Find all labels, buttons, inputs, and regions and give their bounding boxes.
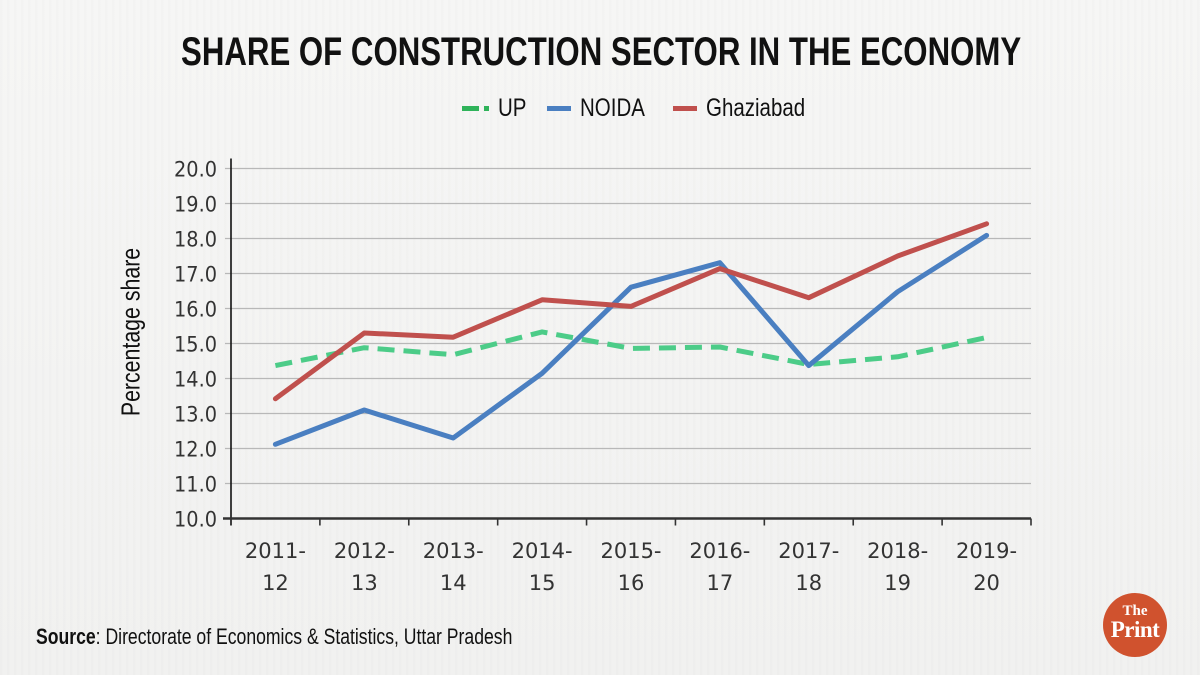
x-tick-label: 12 <box>262 571 289 595</box>
y-tick-label: 15.0 <box>174 332 217 357</box>
x-tick-label: 2014- <box>512 539 573 563</box>
legend-item-up: UP <box>462 94 533 123</box>
x-tick-label: 2011- <box>245 539 306 563</box>
series-line-up <box>274 329 988 369</box>
x-tick-label: 18 <box>795 571 822 595</box>
x-tick-label: 15 <box>529 571 556 595</box>
series-line-noida <box>272 232 990 447</box>
legend-swatch-noida <box>546 105 571 111</box>
x-tick-label: 2019- <box>956 539 1017 563</box>
y-tick-label: 19.0 <box>174 192 217 217</box>
y-tick-label: 16.0 <box>174 297 217 322</box>
legend-label-ghaziabad: Ghaziabad <box>705 93 806 122</box>
logo-line1: The <box>1122 603 1148 619</box>
source-label: Source <box>36 624 96 649</box>
x-tick-label: 14 <box>440 571 467 595</box>
x-tick-label: 2016- <box>689 539 750 563</box>
x-tick-label: 16 <box>618 571 645 595</box>
x-tick-label: 17 <box>707 571 734 595</box>
y-tick-label: 13.0 <box>174 402 217 427</box>
y-tick-label: 11.0 <box>174 472 217 497</box>
logo-line2: Print <box>1110 617 1160 642</box>
x-tick-label: 2017- <box>778 539 839 563</box>
x-tick-label: 2012- <box>334 539 395 563</box>
y-tick-label: 20.0 <box>174 157 217 182</box>
y-tick-label: 10.0 <box>174 507 217 532</box>
y-tick-label: 18.0 <box>174 227 217 252</box>
y-tick-label: 14.0 <box>174 367 217 392</box>
legend: UP NOIDA Ghaziabad <box>462 92 841 124</box>
x-tick-label: 2015- <box>600 539 661 563</box>
y-tick-label: 12.0 <box>174 437 217 462</box>
legend-label-up: UP <box>498 93 527 122</box>
x-tick-label: 13 <box>351 571 378 595</box>
legend-item-ghaziabad: Ghaziabad <box>672 93 827 123</box>
chart-title: SHARE OF CONSTRUCTION SECTOR IN THE ECON… <box>181 30 1022 74</box>
theprint-logo: The Print <box>1103 593 1167 657</box>
legend-swatch-up <box>462 105 489 111</box>
source-note: Source: Directorate of Economics & Stati… <box>36 624 512 650</box>
legend-item-noida: NOIDA <box>546 93 659 123</box>
series-line-ghaziabad <box>272 221 990 402</box>
y-axis-label: Percentage share <box>115 247 146 417</box>
x-tick-label: 20 <box>973 571 1000 595</box>
legend-label-noida: NOIDA <box>579 93 645 122</box>
x-tick-label: 19 <box>884 571 911 595</box>
x-tick-label: 2013- <box>423 539 484 563</box>
x-tick-label: 2018- <box>867 539 928 563</box>
legend-swatch-ghaziabad <box>672 105 697 111</box>
source-text: : Directorate of Economics & Statistics,… <box>95 624 513 649</box>
y-tick-label: 17.0 <box>174 262 217 287</box>
